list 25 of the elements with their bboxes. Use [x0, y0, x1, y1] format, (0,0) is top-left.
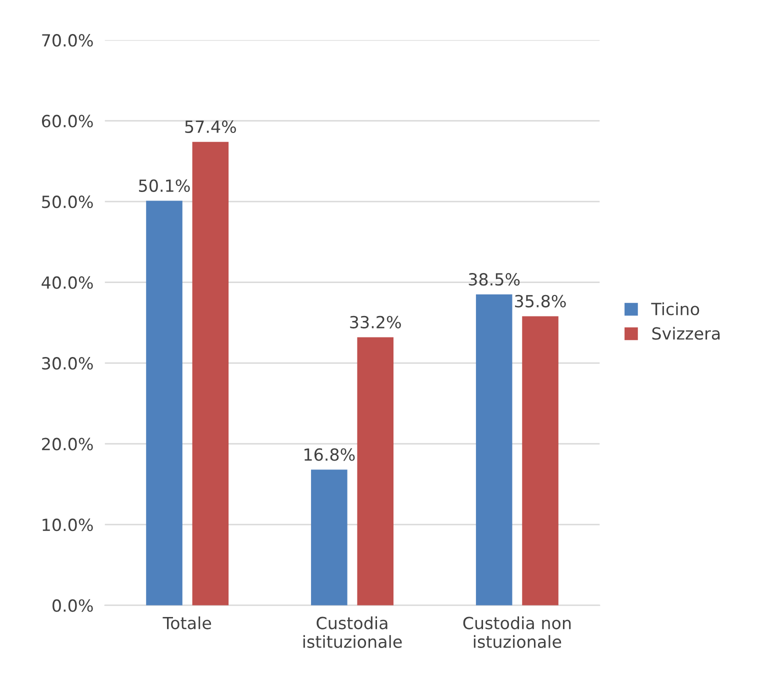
bar — [192, 142, 229, 606]
x-tick-label: Custodia non istuzionale — [463, 616, 571, 648]
y-tick-label: 10.0% — [42, 518, 93, 532]
y-tick-label: 70.0% — [42, 34, 93, 47]
y-tick-label: 50.0% — [42, 196, 93, 208]
data-label: 50.1% — [139, 179, 190, 192]
x-tick-label: Custodia istituzionale — [303, 616, 402, 648]
bar — [146, 200, 182, 606]
bar — [522, 316, 558, 606]
y-tick-label: 30.0% — [42, 357, 93, 370]
y-tick-label: 0.0% — [52, 599, 93, 612]
data-label: 57.4% — [185, 120, 236, 134]
data-label: 16.8% — [304, 448, 355, 461]
data-label: 33.2% — [350, 316, 401, 328]
bar — [476, 294, 512, 606]
y-tick-label: 60.0% — [42, 114, 93, 128]
bar — [311, 470, 348, 606]
legend-label: Svizzera — [652, 326, 720, 340]
y-tick-label: 40.0% — [42, 276, 93, 289]
y-tick-label: 20.0% — [42, 438, 93, 450]
legend-label: Ticino — [651, 302, 700, 316]
data-label: 35.8% — [515, 294, 566, 308]
x-tick-label: Totale — [162, 616, 212, 630]
bar — [357, 337, 394, 606]
data-label: 38.5% — [468, 273, 520, 286]
